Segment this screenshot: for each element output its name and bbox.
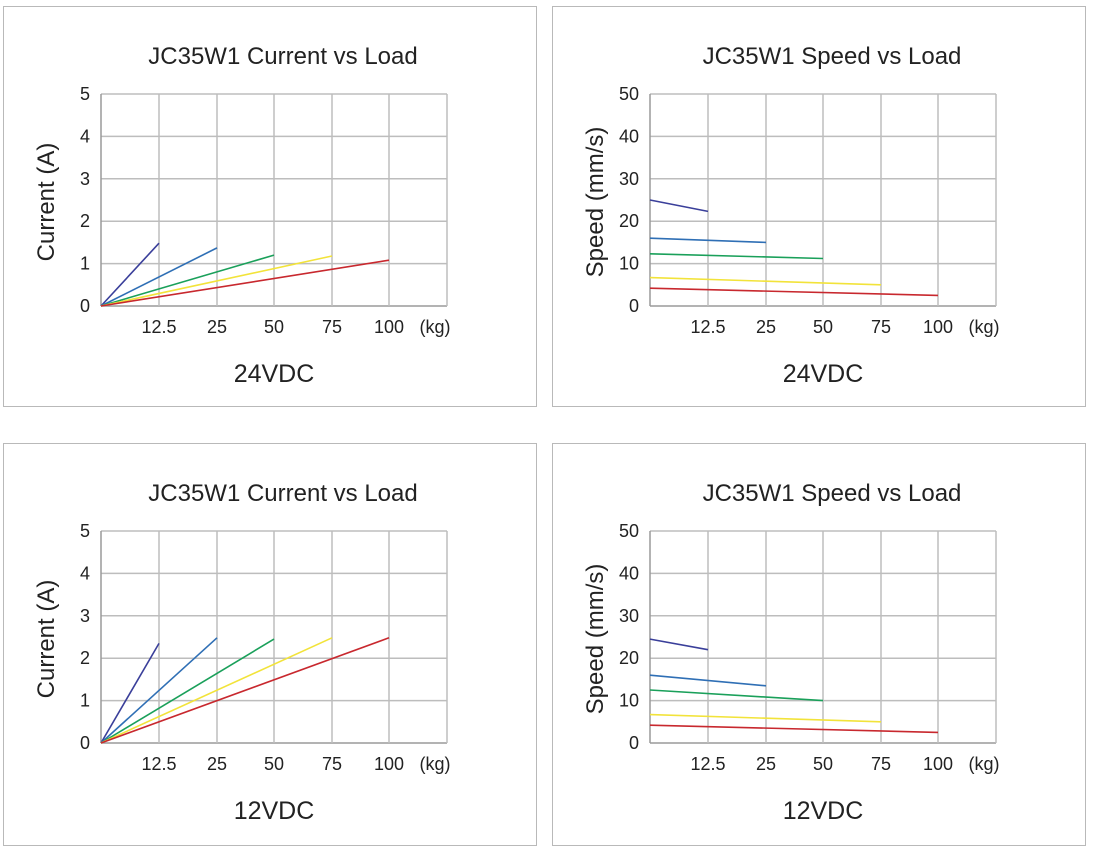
x-tick-label: 100 xyxy=(374,317,404,337)
y-tick-label: 20 xyxy=(619,648,639,668)
chart-subtitle-voltage: 24VDC xyxy=(783,360,864,388)
chart-panel-speed-24vdc: JC35W1 Speed vs Load 0 10 20 30 40 50 12.5 25 50 7… xyxy=(552,6,1086,407)
y-tick-label: 2 xyxy=(80,648,90,668)
x-tick-label: 25 xyxy=(207,317,227,337)
y-tick-label: 5 xyxy=(80,521,90,541)
chart-subtitle-voltage: 12VDC xyxy=(783,797,864,825)
y-tick-label: 1 xyxy=(80,254,90,274)
x-tick-label: 50 xyxy=(264,317,284,337)
x-unit-label: (kg) xyxy=(969,754,1000,774)
y-tick-label: 3 xyxy=(80,169,90,189)
x-tick-label: 12.5 xyxy=(141,317,176,337)
y-tick-label: 40 xyxy=(619,563,639,583)
series-line-12-5-kg xyxy=(649,199,709,213)
x-tick-label: 12.5 xyxy=(141,754,176,774)
chart-subtitle-voltage: 24VDC xyxy=(234,360,315,388)
series-line-25-kg xyxy=(100,637,218,744)
y-tick-label: 10 xyxy=(619,691,639,711)
chart-svg: JC35W1 Current vs Load 0 1 2 3 4 5 12.5 25 50 75 10… xyxy=(33,43,451,388)
series-line-50-kg xyxy=(649,689,824,702)
x-tick-label: 50 xyxy=(813,317,833,337)
y-tick-label: 10 xyxy=(619,254,639,274)
series-line-100-kg xyxy=(100,259,390,307)
chart-subtitle-voltage: 12VDC xyxy=(234,797,315,825)
series-line-12-5-kg xyxy=(100,242,160,307)
x-tick-label: 100 xyxy=(923,754,953,774)
series-line-75-kg xyxy=(100,637,333,744)
x-tick-label: 25 xyxy=(207,754,227,774)
chart-title: JC35W1 Current vs Load xyxy=(148,43,417,70)
y-tick-label: 0 xyxy=(629,296,639,316)
y-tick-label: 0 xyxy=(80,296,90,316)
y-tick-label: 2 xyxy=(80,211,90,231)
y-tick-label: 50 xyxy=(619,521,639,541)
x-tick-label: 25 xyxy=(756,754,776,774)
x-tick-label: 50 xyxy=(813,754,833,774)
series-line-75-kg xyxy=(100,255,333,307)
series-line-100-kg xyxy=(649,287,939,297)
series-line-50-kg xyxy=(100,254,275,307)
y-tick-label: 20 xyxy=(619,211,639,231)
x-tick-label: 12.5 xyxy=(690,317,725,337)
series-line-75-kg xyxy=(649,276,882,286)
x-unit-label: (kg) xyxy=(420,754,451,774)
series-line-50-kg xyxy=(100,638,275,744)
chart-title: JC35W1 Current vs Load xyxy=(148,480,417,507)
x-tick-label: 75 xyxy=(871,317,891,337)
chart-panel-current-24vdc: JC35W1 Current vs Load 0 1 2 3 4 5 12.5 25 50 75 10… xyxy=(3,6,537,407)
y-tick-label: 0 xyxy=(80,733,90,753)
x-tick-label: 75 xyxy=(322,317,342,337)
x-tick-label: 75 xyxy=(871,754,891,774)
chart-title: JC35W1 Speed vs Load xyxy=(703,43,962,70)
y-tick-label: 30 xyxy=(619,169,639,189)
y-axis-label: Current (A) xyxy=(33,143,60,262)
chart-title: JC35W1 Speed vs Load xyxy=(703,480,962,507)
y-tick-label: 4 xyxy=(80,126,90,146)
y-axis-label: Speed (mm/s) xyxy=(582,564,609,715)
series-line-75-kg xyxy=(649,713,882,723)
x-tick-label: 12.5 xyxy=(690,754,725,774)
x-tick-label: 100 xyxy=(923,317,953,337)
y-tick-label: 0 xyxy=(629,733,639,753)
y-tick-label: 3 xyxy=(80,606,90,626)
series-line-25-kg xyxy=(100,247,218,307)
x-unit-label: (kg) xyxy=(420,317,451,337)
series-line-25-kg xyxy=(649,237,767,244)
chart-svg: JC35W1 Current vs Load 0 1 2 3 4 5 12.5 25 50 75 10… xyxy=(33,480,451,825)
x-tick-label: 100 xyxy=(374,754,404,774)
y-tick-label: 40 xyxy=(619,126,639,146)
chart-panel-speed-12vdc: JC35W1 Speed vs Load 0 10 20 30 40 50 12.5 25 50 7… xyxy=(552,443,1086,846)
series-line-100-kg xyxy=(100,637,390,744)
y-axis-label: Current (A) xyxy=(33,580,60,699)
x-unit-label: (kg) xyxy=(969,317,1000,337)
x-tick-label: 75 xyxy=(322,754,342,774)
x-tick-label: 50 xyxy=(264,754,284,774)
y-axis-label: Speed (mm/s) xyxy=(582,127,609,278)
y-tick-label: 5 xyxy=(80,84,90,104)
series-line-12-5-kg xyxy=(100,642,160,744)
chart-panel-current-12vdc: JC35W1 Current vs Load 0 1 2 3 4 5 12.5 25 50 75 10… xyxy=(3,443,537,846)
y-tick-label: 30 xyxy=(619,606,639,626)
y-tick-label: 4 xyxy=(80,563,90,583)
x-tick-label: 25 xyxy=(756,317,776,337)
series-line-25-kg xyxy=(649,674,767,687)
y-tick-label: 50 xyxy=(619,84,639,104)
series-line-50-kg xyxy=(649,253,824,260)
chart-svg: JC35W1 Speed vs Load 0 10 20 30 40 50 12.5 25 50 7… xyxy=(582,43,1000,388)
series-line-12-5-kg xyxy=(649,638,709,651)
series-line-100-kg xyxy=(649,724,939,734)
y-tick-label: 1 xyxy=(80,691,90,711)
chart-svg: JC35W1 Speed vs Load 0 10 20 30 40 50 12.5 25 50 7… xyxy=(582,480,1000,825)
